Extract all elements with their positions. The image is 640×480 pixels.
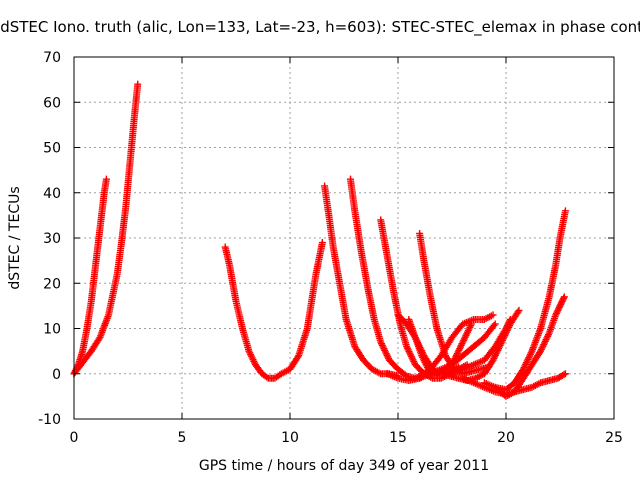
data-point xyxy=(490,321,498,329)
y-tick-label: 40 xyxy=(43,186,61,202)
series-4 xyxy=(321,182,402,380)
data-point xyxy=(561,370,569,378)
data-marks xyxy=(70,80,569,400)
data-point xyxy=(294,353,302,361)
y-tick-label: 50 xyxy=(43,141,61,157)
series-6 xyxy=(377,216,471,382)
data-point xyxy=(263,373,271,381)
series-16 xyxy=(480,207,569,394)
data-point xyxy=(506,315,514,323)
data-point xyxy=(95,335,103,343)
series-13 xyxy=(448,315,514,378)
chart-title: dSTEC Iono. truth (alic, Lon=133, Lat=-2… xyxy=(0,18,640,37)
axis-ticks: 0 5 10 15 20 25 -10 0 10 20 30 40 50 60 70 xyxy=(38,50,623,446)
data-point xyxy=(515,306,523,314)
x-tick-label: 0 xyxy=(70,430,79,446)
x-axis-label: GPS time / hours of day 349 of year 2011 xyxy=(199,458,489,474)
x-tick-label: 15 xyxy=(389,430,407,446)
data-point xyxy=(560,371,568,379)
data-point xyxy=(514,308,522,316)
data-point xyxy=(506,317,514,325)
data-point xyxy=(489,311,497,319)
y-axis-label: dSTEC / TECUs xyxy=(7,186,23,289)
x-tick-label: 20 xyxy=(497,430,515,446)
y-tick-label: -10 xyxy=(38,412,61,428)
x-tick-label: 10 xyxy=(281,430,299,446)
y-tick-label: 0 xyxy=(52,367,61,383)
series-14 xyxy=(459,370,569,398)
series-2 xyxy=(70,80,142,378)
y-tick-label: 70 xyxy=(43,50,61,66)
series-11 xyxy=(383,320,499,385)
series-3 xyxy=(221,239,326,382)
series-1 xyxy=(70,175,110,378)
y-tick-label: 20 xyxy=(43,276,61,292)
data-point xyxy=(560,293,568,301)
data-point xyxy=(134,80,142,88)
series-15 xyxy=(491,293,568,400)
grid xyxy=(74,57,614,419)
y-tick-label: 10 xyxy=(43,322,61,338)
x-tick-label: 25 xyxy=(605,430,623,446)
y-tick-label: 60 xyxy=(43,95,61,111)
data-point xyxy=(491,320,499,328)
data-point xyxy=(561,207,569,215)
series-12 xyxy=(426,306,523,385)
data-point xyxy=(560,294,568,302)
data-point xyxy=(318,239,326,247)
y-tick-label: 30 xyxy=(43,231,61,247)
series-5 xyxy=(346,175,437,382)
x-tick-label: 5 xyxy=(178,430,187,446)
data-point xyxy=(102,175,110,183)
